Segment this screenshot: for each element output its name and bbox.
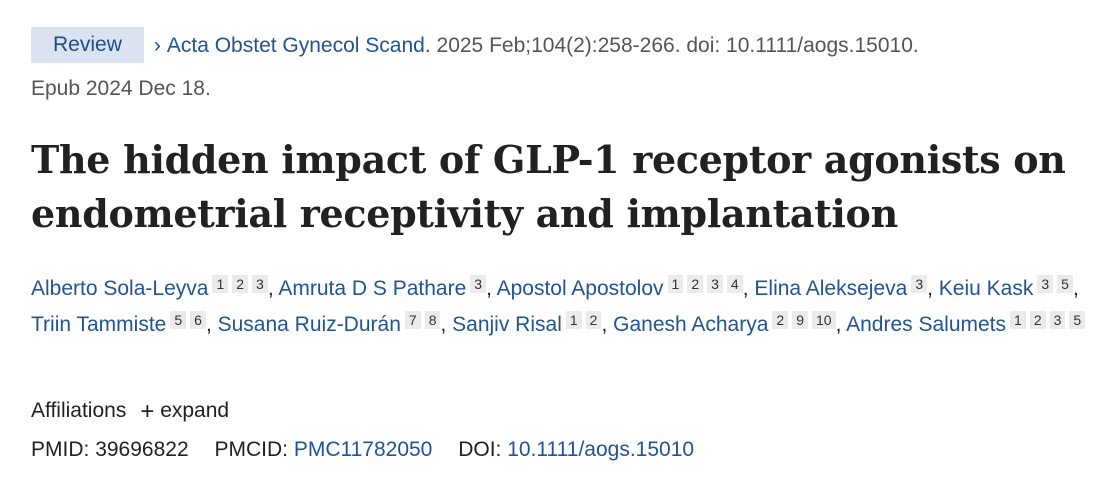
pmcid-link[interactable]: PMC11782050 [293, 438, 433, 461]
affiliation-number[interactable]: 2 [585, 311, 602, 329]
author-name-link[interactable]: Ganesh Acharya [613, 313, 769, 336]
affiliation-number[interactable]: 3 [1049, 311, 1066, 329]
author-item: Sanjiv Risal 1 2 [452, 311, 602, 336]
affiliation-number[interactable]: 3 [470, 275, 487, 293]
author-name-link[interactable]: Apostol Apostolov [496, 277, 664, 300]
author-item: Ganesh Acharya 2 9 10 [613, 311, 836, 336]
article-title: The hidden impact of GLP-1 receptor agon… [31, 137, 1066, 236]
affiliation-number[interactable]: 1 [667, 275, 684, 293]
author-name-link[interactable]: Elina Aleksejeva [754, 277, 908, 300]
affiliation-number[interactable]: 10 [812, 311, 836, 329]
affiliation-number[interactable]: 2 [772, 311, 789, 329]
expand-label: expand [160, 399, 230, 422]
author-item: Keiu Kask 3 5 [938, 275, 1073, 300]
author-item: Andres Salumets 1 2 3 5 [846, 311, 1086, 336]
affiliations-toggle[interactable]: Affiliations + expand [31, 398, 229, 426]
author-item: Susana Ruiz-Durán 7 8 [217, 311, 441, 336]
affiliation-number[interactable]: 5 [1069, 311, 1086, 329]
pmcid-label: PMCID: [214, 438, 288, 461]
affiliation-number[interactable]: 9 [792, 311, 808, 329]
review-badge: Review [31, 27, 144, 63]
author-list: Alberto Sola-Leyva 1 2 3, Amruta D S Pathar… [31, 271, 1101, 343]
epub-date: Epub 2024 Dec 18. [31, 77, 211, 100]
affiliation-number[interactable]: 3 [1037, 275, 1054, 293]
plus-icon: + [140, 398, 155, 425]
affiliations-label: Affiliations [31, 399, 127, 422]
affiliation-number[interactable]: 5 [170, 311, 187, 329]
affiliation-number[interactable]: 2 [232, 275, 249, 293]
author-name-link[interactable]: Triin Tammiste [31, 313, 167, 336]
citation: Review › Acta Obstet Gynecol Scand. 2025 F… [31, 27, 1101, 107]
affiliation-number[interactable]: 1 [1010, 311, 1026, 329]
pmid-label: PMID: [31, 438, 90, 461]
affiliation-number[interactable]: 4 [726, 275, 743, 293]
affiliation-number[interactable]: 3 [252, 275, 268, 293]
identifiers: PMID: 39696822 PMCID: PMC11782050 DOI: 1… [31, 438, 694, 462]
journal-link[interactable]: Acta Obstet Gynecol Scand. [166, 34, 431, 57]
pmid-value: 39696822 [95, 438, 189, 461]
affiliation-number[interactable]: 7 [404, 311, 421, 329]
author-item: Alberto Sola-Leyva 1 2 3 [31, 275, 268, 300]
affiliation-number[interactable]: 3 [911, 275, 928, 293]
affiliation-number[interactable]: 2 [1029, 311, 1046, 329]
affiliation-number[interactable]: 2 [687, 275, 704, 293]
author-name-link[interactable]: Sanjiv Risal [452, 313, 562, 336]
doi-label: DOI: [458, 438, 502, 461]
doi-link[interactable]: 10.1111/aogs.15010 [507, 438, 695, 461]
author-name-link[interactable]: Alberto Sola-Leyva [31, 277, 209, 300]
affiliation-number[interactable]: 1 [212, 275, 229, 293]
affiliation-number[interactable]: 8 [424, 311, 441, 329]
author-name-link[interactable]: Keiu Kask [938, 277, 1034, 300]
affiliation-number[interactable]: 3 [707, 275, 723, 293]
author-item: Elina Aleksejeva 3 [754, 275, 928, 300]
author-item: Triin Tammiste 5 6 [31, 311, 206, 336]
citation-details: 2025 Feb;104(2):258-266. doi: 10.1111/ao… [436, 34, 919, 57]
author-item: Apostol Apostolov 1 2 3 4 [496, 275, 743, 300]
affiliation-number[interactable]: 1 [565, 311, 582, 329]
affiliation-number[interactable]: 5 [1057, 275, 1073, 293]
author-name-link[interactable]: Andres Salumets [846, 313, 1007, 336]
author-name-link[interactable]: Amruta D S Pathare [278, 277, 467, 300]
author-item: Amruta D S Pathare 3 [278, 275, 487, 300]
chevron-right-icon: › [153, 34, 161, 57]
author-name-link[interactable]: Susana Ruiz-Durán [217, 313, 401, 336]
affiliation-number[interactable]: 6 [190, 311, 206, 329]
